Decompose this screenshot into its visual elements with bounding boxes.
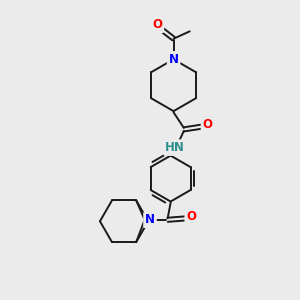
Text: HN: HN <box>165 141 185 154</box>
Text: O: O <box>152 18 162 32</box>
Text: N: N <box>169 53 178 66</box>
Text: O: O <box>202 118 212 131</box>
Text: N: N <box>145 213 155 226</box>
Text: O: O <box>186 210 196 223</box>
